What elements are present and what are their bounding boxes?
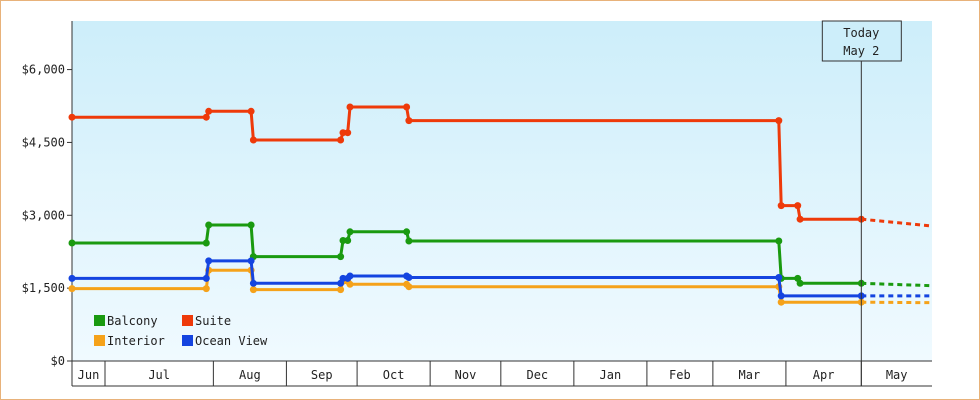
month-label: May (886, 368, 908, 382)
month-label: Dec (526, 368, 548, 382)
month-label: Oct (383, 368, 405, 382)
series-forecast-line (861, 217, 933, 228)
series-point (775, 237, 783, 245)
series-point (405, 283, 413, 291)
month-label: Aug (239, 368, 261, 382)
series-point (344, 129, 352, 137)
series-point (337, 136, 345, 144)
series-point (775, 117, 783, 125)
month-label: Mar (739, 368, 761, 382)
series-point (247, 257, 255, 265)
series-point (337, 286, 345, 294)
plot-area (72, 21, 932, 361)
series-point (344, 237, 352, 244)
legend-label: Ocean View (195, 334, 268, 348)
series-point (205, 221, 213, 229)
series-point (205, 257, 213, 265)
series-point (794, 202, 802, 210)
month-label: Apr (813, 368, 835, 382)
series-line (72, 223, 862, 285)
legend-swatch (182, 315, 193, 326)
month-label: Jun (78, 368, 100, 382)
month-label: Sep (311, 368, 333, 382)
series-point (346, 280, 354, 288)
series-point (202, 285, 210, 293)
today-date: May 2 (843, 44, 879, 58)
legend-swatch (94, 335, 105, 346)
series-point (202, 274, 210, 282)
series-point (777, 202, 785, 210)
series-point (249, 279, 257, 287)
series-point (346, 228, 354, 236)
series-point (405, 117, 413, 125)
series-point (249, 286, 257, 294)
series-point (68, 274, 76, 282)
series-point (249, 136, 257, 144)
legend-swatch (94, 315, 105, 326)
series-point (775, 274, 783, 281)
series-forecast-line (861, 281, 933, 288)
legend-label: Balcony (107, 314, 158, 328)
series-point (346, 272, 354, 280)
y-tick-label: $1,500 (22, 281, 65, 295)
series-point (796, 279, 804, 287)
y-axis: $0 $1,500 $3,000 $4,500 $6,000 (22, 21, 73, 386)
series-line (72, 105, 862, 221)
series-point (68, 285, 76, 293)
series-point (405, 237, 413, 245)
series-layer (68, 103, 933, 306)
legend-label: Interior (107, 334, 165, 348)
legend: Balcony Suite Interior Ocean View (94, 314, 268, 348)
series-point (405, 274, 413, 281)
series-point (68, 239, 76, 247)
y-tick-label: $0 (51, 354, 65, 368)
month-label: Jul (148, 368, 170, 382)
legend-label: Suite (195, 314, 231, 328)
series-point (202, 113, 210, 121)
today-marker: Today May 2 (821, 20, 902, 386)
series-point (346, 103, 354, 111)
month-label: Jan (600, 368, 622, 382)
y-tick-label: $6,000 (22, 63, 65, 77)
series-point (205, 107, 213, 115)
y-tick-label: $4,500 (22, 135, 65, 149)
series-point (247, 107, 255, 115)
series-point (796, 215, 804, 223)
series-point (337, 253, 345, 261)
month-label: Feb (669, 368, 691, 382)
y-tick-label: $3,000 (22, 208, 65, 222)
today-label: Today (843, 26, 879, 40)
series-forecast-line (861, 300, 933, 305)
series-point (777, 292, 785, 300)
series-point (68, 113, 76, 121)
series-point (777, 298, 785, 306)
series-point (403, 228, 411, 236)
series-point (403, 103, 411, 111)
series-point (202, 239, 210, 247)
today-box (821, 20, 902, 62)
month-label: Nov (455, 368, 477, 382)
month-axis: Jun Jul Aug Sep Oct Nov Dec Jan Feb Mar Apr May (72, 360, 932, 387)
legend-swatch (182, 335, 193, 346)
series-point (247, 221, 255, 229)
